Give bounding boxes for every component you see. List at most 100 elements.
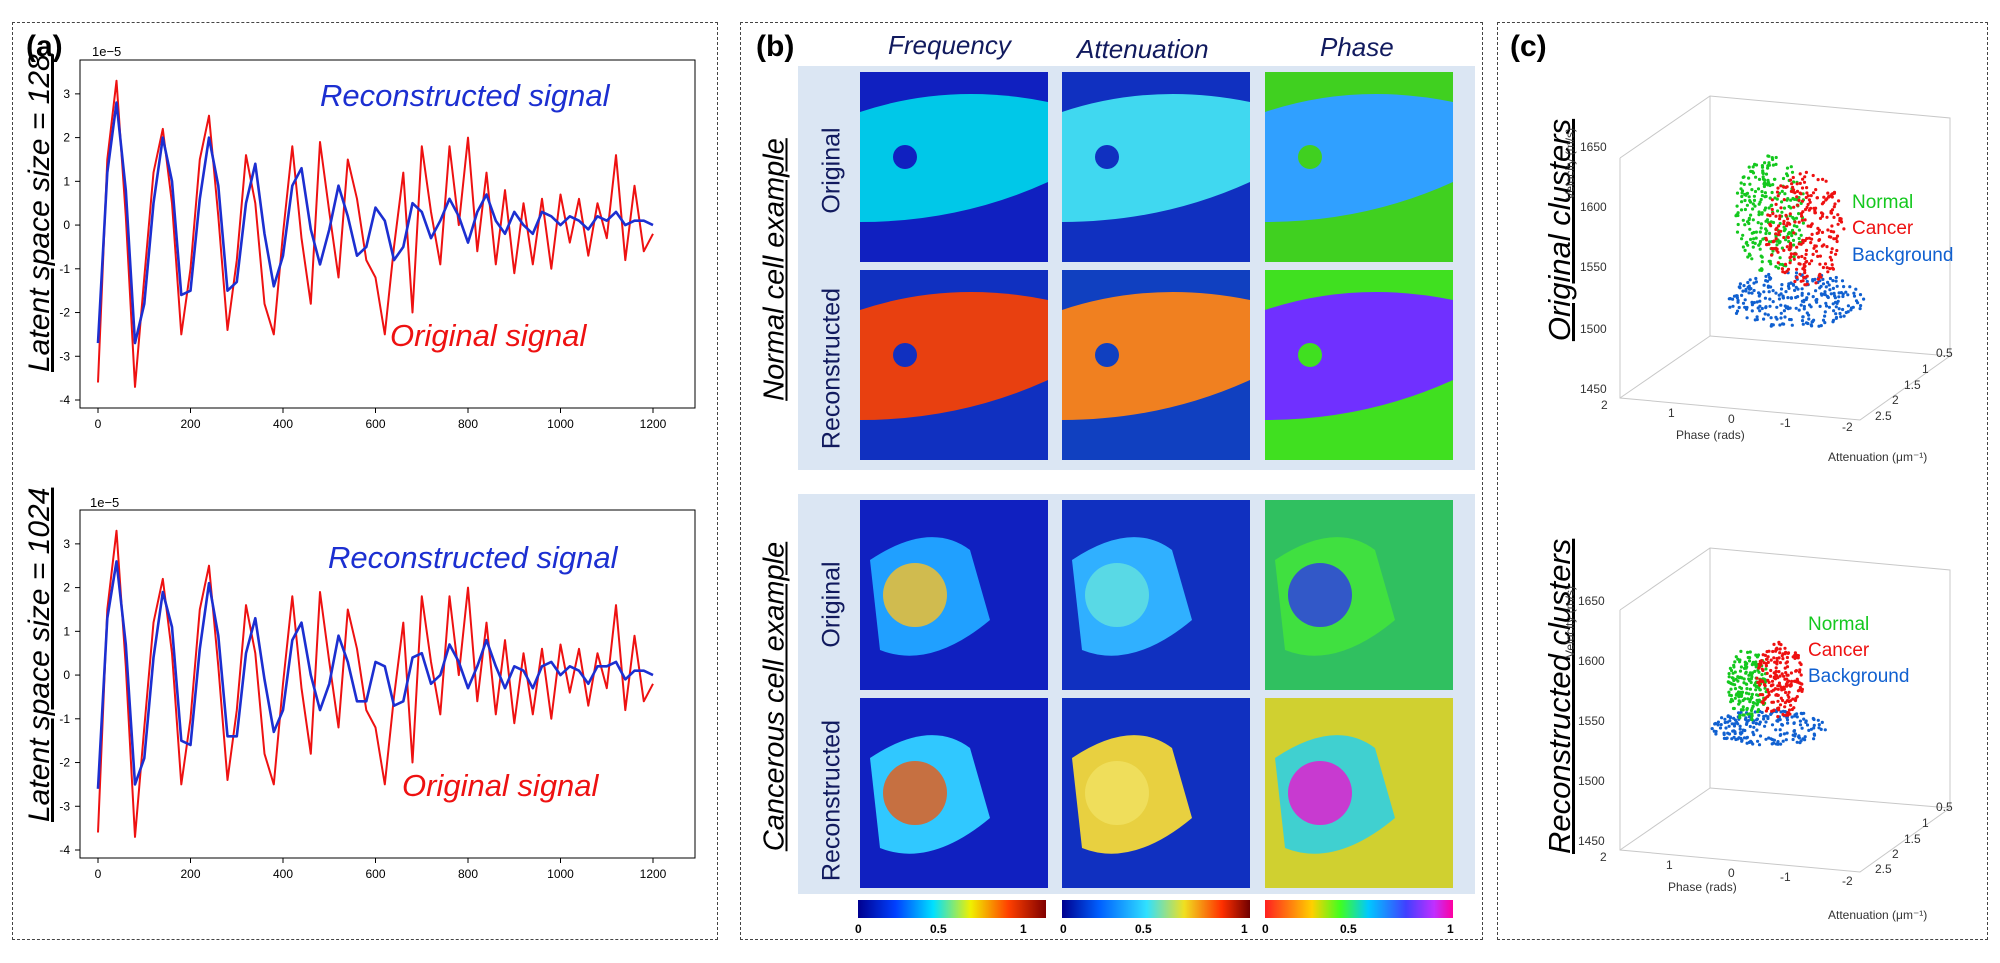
c1-background-points — [1727, 271, 1866, 328]
c2-cancer-points-pt — [1769, 668, 1773, 673]
plot2-ytick-label: -2 — [59, 756, 70, 770]
c2-background-points-pt — [1732, 735, 1736, 739]
c2-background-points-pt — [1763, 724, 1767, 728]
c2-cancer-points-pt — [1761, 693, 1765, 697]
c1-normal-points-pt — [1792, 243, 1796, 247]
att-normal-orig-dot — [1095, 145, 1119, 169]
c2-cancer-points-pt — [1768, 674, 1772, 678]
c2-cancer-points-pt — [1771, 688, 1776, 692]
c1-normal-points-pt — [1783, 192, 1787, 196]
c2-background-points-pt — [1776, 740, 1780, 744]
plot1-xtick-label: 800 — [458, 417, 478, 431]
c1-normal-points-pt — [1759, 254, 1763, 258]
c1-cancer-points-pt — [1802, 180, 1807, 184]
c2-normal-points-pt — [1739, 649, 1743, 654]
c1-normal-points-pt — [1784, 238, 1788, 242]
c1-normal-points-pt — [1749, 169, 1753, 173]
c2-background-points-pt — [1792, 729, 1797, 733]
c2-normal-points-pt — [1731, 671, 1735, 675]
c1-background-points-pt — [1767, 272, 1771, 277]
c1-normal-points-pt — [1764, 231, 1768, 236]
c1-background-points-pt — [1789, 296, 1793, 300]
c1-zlabel: Velocity (m/s) — [1563, 127, 1577, 200]
c1-normal-points-pt — [1767, 231, 1772, 235]
c1-cancer-points-pt — [1804, 195, 1808, 200]
c1-normal-points-pt — [1801, 221, 1805, 225]
c1-normal-points-pt — [1757, 177, 1762, 181]
c2-background-points-pt — [1764, 737, 1768, 741]
c2-background-points-pt — [1738, 727, 1742, 731]
c1-cancer-points-pt — [1832, 191, 1836, 195]
c1-background-points-pt — [1790, 323, 1794, 327]
c2-normal-points-pt — [1739, 708, 1743, 712]
c1-cancer-points-pt — [1816, 254, 1820, 258]
c1-cancer-points-pt — [1811, 252, 1815, 256]
c1-normal-points-pt — [1740, 237, 1744, 241]
c2-cancer-points-pt — [1779, 643, 1783, 647]
plot2-xtick-label: 0 — [95, 867, 102, 881]
c1-cancer-points-pt — [1827, 195, 1831, 199]
c1-background-points-pt — [1804, 321, 1809, 325]
c1-cancer-points-pt — [1798, 172, 1802, 176]
c1-cancer-points-pt — [1810, 222, 1814, 226]
c2-cancer-points-pt — [1785, 684, 1789, 688]
c1-normal-points-pt — [1751, 165, 1755, 169]
cbar1-tick-0: 0 — [855, 922, 862, 936]
c1-cancer-points-pt — [1807, 236, 1811, 240]
c1-cancer-points-pt — [1771, 240, 1775, 244]
c2-background-points-pt — [1820, 720, 1824, 725]
c2-cancer-points-pt — [1798, 668, 1802, 672]
c1-background-points-pt — [1731, 304, 1735, 308]
c1-background-points-pt — [1774, 315, 1778, 319]
plot1-xtick-label: 400 — [273, 417, 293, 431]
c2-background-points-pt — [1778, 728, 1782, 732]
c1-cancer-points-pt — [1815, 231, 1819, 235]
c1-background-points-pt — [1748, 287, 1752, 291]
c2-background-points-pt — [1714, 732, 1718, 736]
c1-cancer-points-pt — [1788, 261, 1792, 265]
c2-cancer-points-pt — [1775, 659, 1779, 663]
c2-background-points-pt — [1782, 732, 1786, 736]
c1-cancer-points-pt — [1810, 232, 1814, 236]
c1-background-points-pt — [1824, 301, 1828, 305]
c1-cancer-points-pt — [1830, 224, 1834, 228]
c1-cancer-points-pt — [1804, 252, 1808, 256]
c2-cancer-points-pt — [1774, 649, 1778, 653]
c1-normal-points-pt — [1775, 243, 1779, 247]
c1-normal-points-pt — [1768, 196, 1772, 200]
c1-normal-points-pt — [1791, 238, 1796, 242]
c1-cancer-points-pt — [1770, 246, 1774, 251]
c1-background-points-pt — [1818, 304, 1822, 308]
c1-normal-points-pt — [1760, 260, 1764, 264]
c1-z-1450: 1450 — [1580, 382, 1607, 396]
c1-cancer-points-pt — [1779, 184, 1783, 188]
plot2-reconstructed-line — [96, 560, 654, 789]
c2-cancer-points-pt — [1774, 669, 1778, 674]
c1-cancer-points-pt — [1821, 265, 1825, 270]
c1-normal-points-pt — [1758, 247, 1762, 251]
c1-background-points-pt — [1844, 290, 1848, 294]
plot1-ytick-label: -2 — [59, 306, 70, 320]
c1-background-points-pt — [1844, 310, 1848, 315]
c2-box-edge3 — [1709, 787, 1951, 809]
c2-normal-points-pt — [1757, 700, 1761, 704]
c1-background-points-pt — [1769, 316, 1773, 320]
c1-normal-points-pt — [1790, 228, 1795, 232]
c1-cancer-points-pt — [1825, 245, 1829, 249]
plot2-xtick-label: 600 — [365, 867, 385, 881]
c1-cancer-points-pt — [1809, 224, 1813, 229]
c2-normal-points-pt — [1727, 672, 1731, 676]
c1-background-points-pt — [1782, 322, 1786, 326]
c2-background-points-pt — [1780, 723, 1785, 727]
c2-cancer-points-pt — [1799, 673, 1803, 677]
c2-cancer-points-pt — [1760, 679, 1764, 683]
c1-background-points-pt — [1755, 315, 1759, 319]
freq-normal-rec — [860, 270, 1048, 460]
c2-background-points-pt — [1799, 739, 1803, 743]
c1-background-points-pt — [1809, 305, 1813, 309]
c1-background-points-pt — [1767, 290, 1771, 294]
c2-legend-background: Background — [1808, 666, 1910, 687]
c2-normal-points-pt — [1751, 701, 1755, 705]
c2-normal-points-pt — [1728, 693, 1732, 697]
